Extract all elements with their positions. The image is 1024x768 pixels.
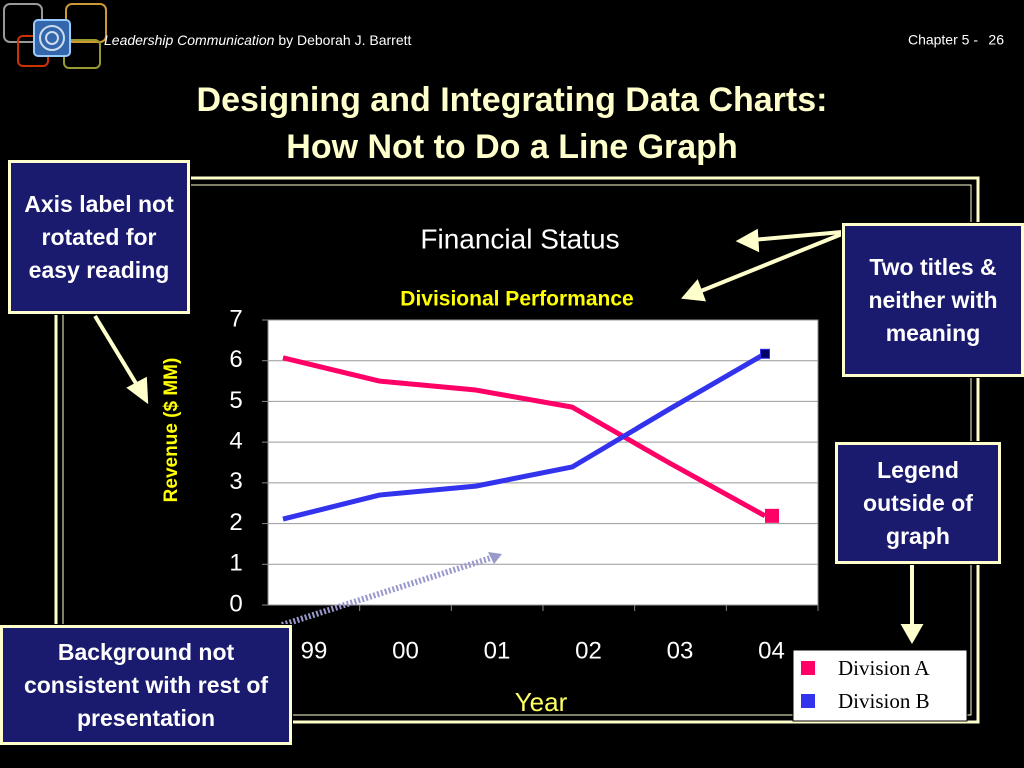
end-marker <box>760 348 770 359</box>
slide-title: Designing and Integrating Data Charts: <box>197 81 828 119</box>
callout: Axis label not rotated for easy reading <box>7 159 191 315</box>
chart-subtitle: Divisional Performance <box>400 288 633 311</box>
hatched-arrow <box>281 552 502 628</box>
x-tick-label: 00 <box>392 637 419 664</box>
y-tick-label: 4 <box>229 427 242 454</box>
y-tick-label: 2 <box>229 509 242 536</box>
y-tick-label: 5 <box>229 387 242 414</box>
legend-items: Division A Division B <box>801 656 930 713</box>
y-axis-label: Revenue ($ MM) <box>161 358 182 503</box>
legend-swatch <box>801 661 815 675</box>
y-tick-label: 3 <box>229 468 242 495</box>
series-line <box>282 351 767 522</box>
callout: Background not consistent with rest of p… <box>0 624 293 746</box>
x-axis-label: Year <box>515 687 568 717</box>
y-tick-label: 1 <box>229 550 242 577</box>
x-tick-label: 02 <box>575 637 602 664</box>
logo <box>3 3 107 69</box>
y-tick-label: 7 <box>229 305 242 332</box>
legend-swatch <box>801 694 815 708</box>
page-number: 26 <box>988 32 1004 48</box>
slide-title: How Not to Do a Line Graph <box>286 128 737 166</box>
x-tick-label: 99 <box>301 637 328 664</box>
x-tick-label: 01 <box>484 637 511 664</box>
author: by Deborah J. Barrett <box>274 32 411 48</box>
series-line <box>282 355 767 519</box>
legend <box>792 649 968 722</box>
plot-area <box>267 319 819 606</box>
callout: Two titles & neither with meaning <box>841 222 1024 378</box>
arrows <box>93 228 924 645</box>
chapter: Chapter 5 - <box>908 32 978 48</box>
header-line: Leadership Communication by Deborah J. B… <box>104 32 411 48</box>
x-tick-label: 03 <box>667 637 694 664</box>
book-title: Leadership Communication <box>104 32 275 48</box>
end-marker <box>765 508 779 523</box>
y-tick-label: 0 <box>229 590 242 617</box>
callout: Legend outside of graph <box>834 441 1002 565</box>
chart-title: Financial Status <box>420 223 619 254</box>
legend-label: Division B <box>838 689 930 713</box>
x-tick-label: 04 <box>758 637 785 664</box>
y-tick-label: 6 <box>229 346 242 373</box>
legend-label: Division A <box>838 656 930 680</box>
